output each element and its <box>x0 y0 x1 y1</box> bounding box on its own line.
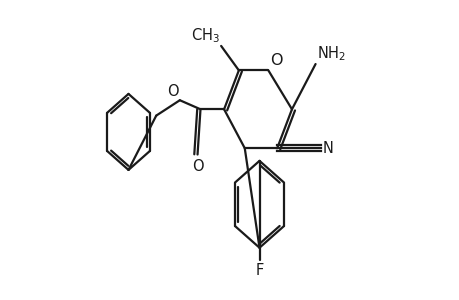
Text: CH$_3$: CH$_3$ <box>190 26 219 45</box>
Text: NH$_2$: NH$_2$ <box>316 44 345 63</box>
Text: F: F <box>255 263 263 278</box>
Text: O: O <box>269 53 282 68</box>
Text: O: O <box>191 159 203 174</box>
Text: N: N <box>322 141 333 156</box>
Text: O: O <box>167 84 178 99</box>
